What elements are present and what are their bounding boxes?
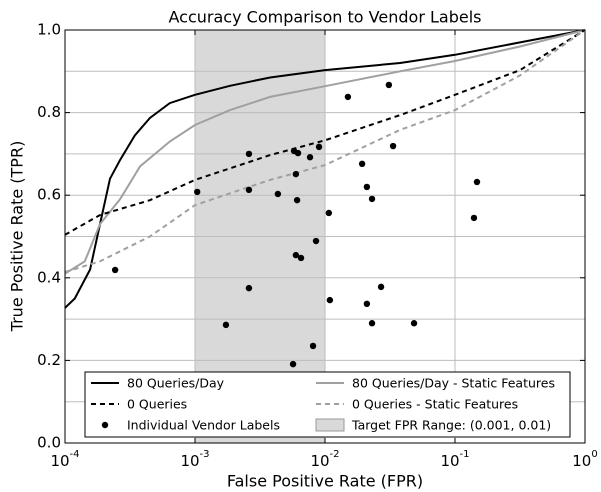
x-tick-exponent: -4 xyxy=(70,449,80,460)
y-tick-label: 0.0 xyxy=(37,434,61,452)
scatter-point xyxy=(315,143,323,151)
y-tick-label: 1.0 xyxy=(37,21,61,39)
scatter-point xyxy=(222,321,230,329)
legend-label: 0 Queries - Static Features xyxy=(352,397,518,412)
scatter-point xyxy=(326,296,334,304)
y-tick-label: 0.4 xyxy=(37,268,61,286)
x-axis-label: False Positive Rate (FPR) xyxy=(227,472,423,491)
x-tick-label: 10-2 xyxy=(310,449,339,470)
scatter-point xyxy=(297,254,305,262)
scatter-point xyxy=(410,320,418,327)
scatter-point xyxy=(306,154,314,161)
y-tick-label: 0.2 xyxy=(37,351,61,369)
legend-label: Individual Vendor Labels xyxy=(127,418,280,433)
series-line xyxy=(64,29,586,275)
scatter-point xyxy=(389,142,397,150)
x-tick-base: 10 xyxy=(440,452,459,470)
x-tick-base: 10 xyxy=(310,452,329,470)
scatter-point xyxy=(363,183,371,191)
scatter-point xyxy=(245,284,253,292)
x-tick-label: 10-4 xyxy=(50,449,79,470)
scatter-point xyxy=(292,170,300,178)
x-tick-exponent: -2 xyxy=(330,449,340,460)
scatter-point xyxy=(194,188,201,196)
scatter-point xyxy=(368,320,376,327)
scatter-point xyxy=(473,178,481,186)
scatter-point xyxy=(312,237,320,245)
scatter-point xyxy=(293,196,301,204)
x-tick-label: 100 xyxy=(572,449,597,470)
legend-label: Target FPR Range: (0.001, 0.01) xyxy=(351,418,551,433)
y-tick-label: 0.8 xyxy=(37,103,61,121)
legend-label: 80 Queries/Day - Static Features xyxy=(352,376,555,391)
y-tick-label: 0.6 xyxy=(37,186,61,204)
scatter-point xyxy=(294,149,302,157)
scatter-point xyxy=(274,190,282,198)
legend-swatch xyxy=(101,421,109,429)
scatter-point xyxy=(385,81,393,89)
x-tick-base: 10 xyxy=(50,452,69,470)
scatter-point xyxy=(344,93,352,101)
scatter-point xyxy=(309,342,317,350)
scatter-point xyxy=(358,160,366,168)
legend-label: 0 Queries xyxy=(127,397,187,412)
x-tick-exponent: -1 xyxy=(460,449,470,460)
x-tick-base: 10 xyxy=(572,452,591,470)
x-tick-base: 10 xyxy=(180,452,199,470)
legend-label: 80 Queries/Day xyxy=(127,376,225,391)
scatter-point xyxy=(289,360,297,368)
scatter-point xyxy=(470,214,478,222)
x-tick-exponent: -3 xyxy=(200,449,210,460)
x-tick-label: 10-1 xyxy=(440,449,469,470)
legend-swatch xyxy=(315,418,345,432)
scatter-point xyxy=(111,266,119,274)
series-line xyxy=(64,29,586,236)
scatter-point xyxy=(245,186,253,194)
chart-title: Accuracy Comparison to Vendor Labels xyxy=(169,8,482,27)
scatter-point xyxy=(325,209,333,217)
scatter-point xyxy=(245,150,253,158)
x-tick-exponent: 0 xyxy=(591,449,597,460)
x-tick-label: 10-3 xyxy=(180,449,209,470)
scatter-point xyxy=(377,283,385,291)
scatter-point xyxy=(292,251,300,259)
scatter-point xyxy=(368,195,376,203)
series-line xyxy=(64,29,586,309)
scatter-point xyxy=(363,300,371,308)
y-axis-label: True Positive Rate (TPR) xyxy=(8,141,27,333)
